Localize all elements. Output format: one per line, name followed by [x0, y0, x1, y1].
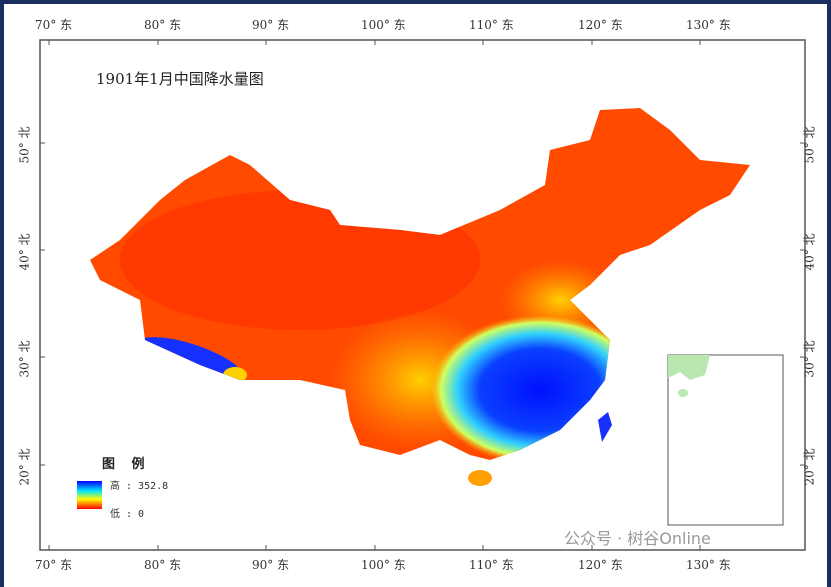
axis-ticks	[40, 40, 805, 550]
lon-label-bottom: 120° 东	[578, 558, 623, 572]
inset-land	[668, 355, 710, 380]
lon-label-top: 120° 东	[578, 18, 623, 32]
lon-label-top: 110° 东	[469, 18, 514, 32]
lon-label-bottom: 90° 东	[252, 558, 290, 572]
map-page: 1901年1月中国降水量图 图 例 高 : 352.8 低 : 0 公众号 · …	[4, 4, 827, 587]
lat-label-right: 20° 北	[802, 448, 817, 486]
lat-label-left: 20° 北	[17, 448, 32, 486]
lon-label-bottom: 130° 东	[686, 558, 731, 572]
inset-island	[678, 389, 688, 397]
lon-label-bottom: 80° 东	[144, 558, 182, 572]
map-title: 1901年1月中国降水量图	[96, 70, 264, 88]
map-frame	[39, 39, 806, 551]
hainan	[468, 470, 492, 486]
lat-label-left: 50° 北	[17, 126, 32, 164]
lon-label-top: 70° 东	[35, 18, 73, 32]
lat-label-left: 30° 北	[17, 340, 32, 378]
china-precipitation-map	[90, 108, 750, 460]
lon-label-bottom: 100° 东	[361, 558, 406, 572]
lat-label-right: 30° 北	[802, 340, 817, 378]
taiwan	[598, 412, 612, 442]
south-china-sea-inset	[667, 354, 784, 526]
lon-label-top: 100° 东	[361, 18, 406, 32]
legend-title: 图 例	[102, 457, 151, 472]
lon-label-top: 80° 东	[144, 18, 182, 32]
legend-color-ramp	[77, 481, 102, 509]
lat-label-right: 40° 北	[802, 233, 817, 271]
legend-low-label: 低 : 0	[110, 509, 145, 520]
lon-label-top: 90° 东	[252, 18, 290, 32]
lat-label-right: 50° 北	[802, 126, 817, 164]
lon-label-top: 130° 东	[686, 18, 731, 32]
legend-high-label: 高 : 352.8	[110, 481, 169, 492]
lat-label-left: 40° 北	[17, 233, 32, 271]
watermark: 公众号 · 树谷Online	[564, 529, 711, 548]
lon-label-bottom: 70° 东	[35, 558, 73, 572]
lon-label-bottom: 110° 东	[469, 558, 514, 572]
